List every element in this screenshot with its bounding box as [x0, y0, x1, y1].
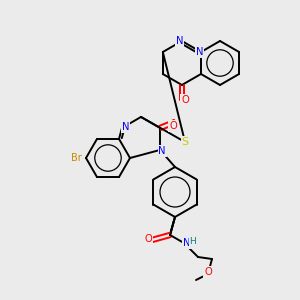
Text: O: O: [204, 267, 212, 277]
Text: Br: Br: [70, 153, 81, 163]
Text: N: N: [196, 47, 204, 57]
Text: O: O: [144, 234, 152, 244]
Text: N: N: [158, 146, 166, 156]
Text: H: H: [190, 236, 196, 245]
Text: O: O: [181, 95, 189, 105]
Text: N: N: [176, 36, 184, 46]
Text: O: O: [169, 121, 177, 131]
Text: N: N: [122, 122, 130, 132]
Text: S: S: [182, 137, 189, 147]
Text: N: N: [183, 238, 191, 248]
